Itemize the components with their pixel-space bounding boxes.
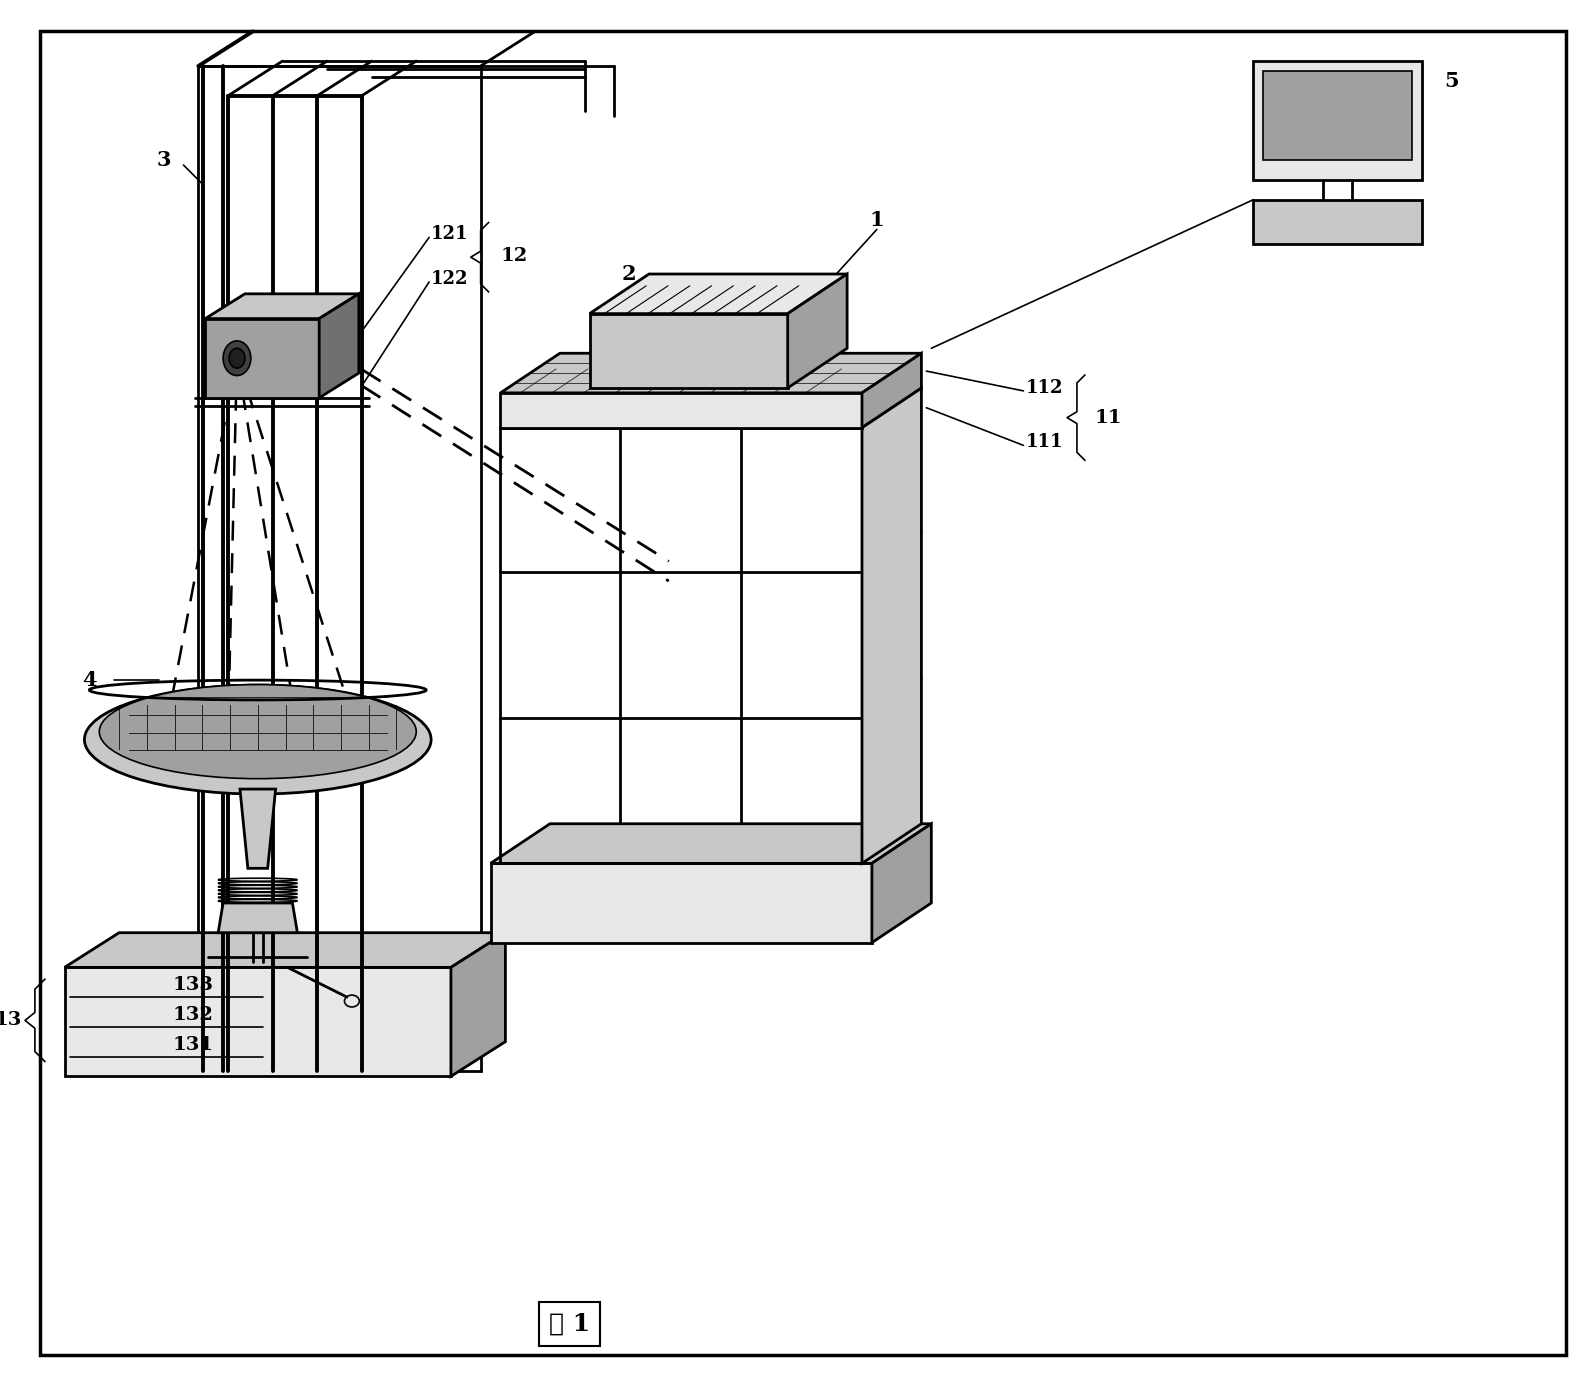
Polygon shape	[65, 933, 506, 967]
Ellipse shape	[229, 348, 245, 369]
Polygon shape	[450, 933, 506, 1077]
Polygon shape	[501, 392, 862, 427]
Polygon shape	[490, 863, 872, 942]
Text: 3: 3	[156, 150, 170, 170]
Polygon shape	[501, 353, 921, 392]
Polygon shape	[862, 353, 921, 427]
Polygon shape	[1254, 61, 1422, 180]
Polygon shape	[218, 904, 298, 933]
Text: 131: 131	[173, 1035, 213, 1053]
Polygon shape	[205, 319, 320, 398]
Ellipse shape	[84, 685, 431, 794]
Polygon shape	[862, 388, 921, 863]
Ellipse shape	[99, 685, 417, 779]
Text: 122: 122	[431, 270, 469, 288]
Polygon shape	[872, 823, 931, 942]
Text: 4: 4	[83, 669, 97, 690]
Bar	[1254, 200, 1422, 244]
Polygon shape	[65, 967, 450, 1077]
Text: 12: 12	[501, 247, 528, 265]
Text: 图 1: 图 1	[549, 1313, 590, 1336]
Polygon shape	[788, 274, 846, 388]
Polygon shape	[590, 274, 846, 313]
Text: 1: 1	[870, 209, 885, 230]
Bar	[501, 427, 862, 863]
Text: 121: 121	[431, 226, 469, 244]
Ellipse shape	[223, 341, 251, 376]
Bar	[1263, 71, 1411, 161]
Polygon shape	[320, 294, 360, 398]
Polygon shape	[240, 789, 275, 868]
Text: 13: 13	[0, 1012, 22, 1030]
Text: 11: 11	[1095, 409, 1122, 427]
Text: 133: 133	[173, 976, 213, 994]
Text: 2: 2	[622, 263, 636, 284]
Polygon shape	[590, 313, 788, 388]
Text: 5: 5	[1445, 71, 1459, 91]
Polygon shape	[205, 294, 360, 319]
Text: 132: 132	[173, 1006, 213, 1024]
Text: 111: 111	[1026, 434, 1063, 452]
Text: 112: 112	[1026, 378, 1063, 396]
Polygon shape	[490, 823, 931, 863]
